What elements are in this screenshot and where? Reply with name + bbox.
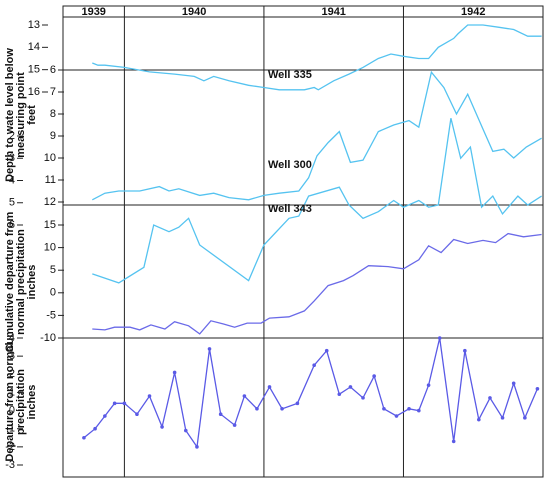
data-point [348, 385, 353, 389]
data-point [463, 348, 467, 353]
y-tick-label: -3 [5, 459, 15, 471]
y-tick-label: 2 [9, 130, 15, 142]
data-point [535, 387, 540, 391]
series-line [92, 118, 542, 284]
data-point [477, 417, 481, 422]
y-tick-label: 10 [44, 152, 56, 164]
y-tick-label: 0 [50, 287, 56, 299]
series-label: Well 300 [268, 159, 312, 171]
y-tick-label: 10 [44, 242, 56, 254]
y-tick-label: 15 [44, 219, 56, 231]
series-label: Well 335 [268, 69, 312, 81]
data-point [312, 363, 316, 368]
y-axis-title: feet [26, 105, 38, 125]
data-point [232, 423, 237, 427]
y-tick-label: 0 [9, 404, 15, 416]
year-label: 1942 [461, 6, 485, 18]
y-tick-label: 11 [45, 174, 56, 186]
data-point [207, 347, 212, 351]
data-point [135, 412, 139, 417]
y-axis-title: precipitation [15, 369, 27, 435]
data-point [407, 406, 411, 411]
data-point [267, 385, 272, 389]
y-axis-title: Cumulative departure from [4, 211, 16, 352]
series-label: Well 343 [268, 203, 312, 215]
y-tick-label: 3 [9, 152, 15, 164]
data-point [112, 401, 117, 406]
data-point [382, 406, 386, 411]
data-point [372, 374, 376, 378]
y-tick-label: 8 [50, 108, 56, 120]
y-axis-title: inches [26, 265, 38, 300]
data-point [488, 396, 492, 400]
data-point [122, 401, 127, 406]
data-point [147, 394, 152, 398]
data-point [183, 428, 188, 433]
data-point [324, 348, 329, 353]
y-tick-label: 3 [9, 350, 15, 362]
data-point [426, 383, 431, 387]
data-point [172, 370, 177, 375]
y-tick-label: 1 [9, 386, 15, 398]
series-line [83, 337, 538, 449]
series-line [92, 232, 542, 335]
y-axis-title: normal precipitation [15, 229, 27, 335]
y-tick-label: -2 [5, 441, 15, 453]
data-point [511, 381, 516, 386]
y-tick-label: 5 [9, 197, 15, 209]
plot-frame [62, 5, 544, 478]
y-tick-label: -1 [5, 423, 15, 435]
y-tick-label: 4 [9, 332, 15, 344]
y-tick-label: 9 [50, 130, 56, 142]
y-tick-label: 7 [50, 86, 56, 98]
y-axis-title: inches [26, 385, 38, 420]
data-point [103, 414, 107, 418]
data-point [437, 336, 442, 340]
data-point [295, 401, 300, 406]
y-tick-label: 5 [50, 264, 56, 276]
data-point [280, 406, 284, 411]
data-point [82, 435, 86, 440]
data-point [500, 416, 505, 420]
y-tick-label: 6 [9, 219, 15, 231]
y-axis-title: Departure from normal [4, 342, 16, 461]
data-point [417, 408, 421, 413]
y-tick-label: 12 [44, 196, 56, 208]
year-label: 1941 [321, 6, 345, 18]
data-point [242, 394, 247, 398]
y-tick-label: 2 [9, 368, 15, 380]
data-point [255, 406, 259, 411]
series-line [92, 24, 542, 91]
y-tick-label: -10 [40, 332, 56, 344]
data-point [160, 425, 164, 429]
data-point [195, 445, 199, 449]
data-point [523, 416, 527, 420]
y-tick-label: 4 [9, 174, 15, 186]
y-tick-label: 16 [28, 86, 40, 98]
data-point [394, 414, 399, 418]
y-tick-label: -5 [46, 309, 56, 321]
y-tick-label: 6 [50, 64, 56, 76]
y-axis-title: Depth to wate level below [4, 48, 16, 182]
year-label: 1939 [81, 6, 105, 18]
data-point [93, 426, 97, 431]
y-tick-label: 15 [28, 64, 40, 76]
y-tick-label: 13 [28, 19, 40, 31]
data-point [337, 392, 342, 397]
year-label: 1940 [182, 6, 206, 18]
data-point [451, 439, 456, 444]
series-line [91, 70, 542, 201]
data-point [218, 412, 223, 417]
y-tick-label: 14 [28, 41, 40, 53]
data-point [361, 396, 365, 400]
